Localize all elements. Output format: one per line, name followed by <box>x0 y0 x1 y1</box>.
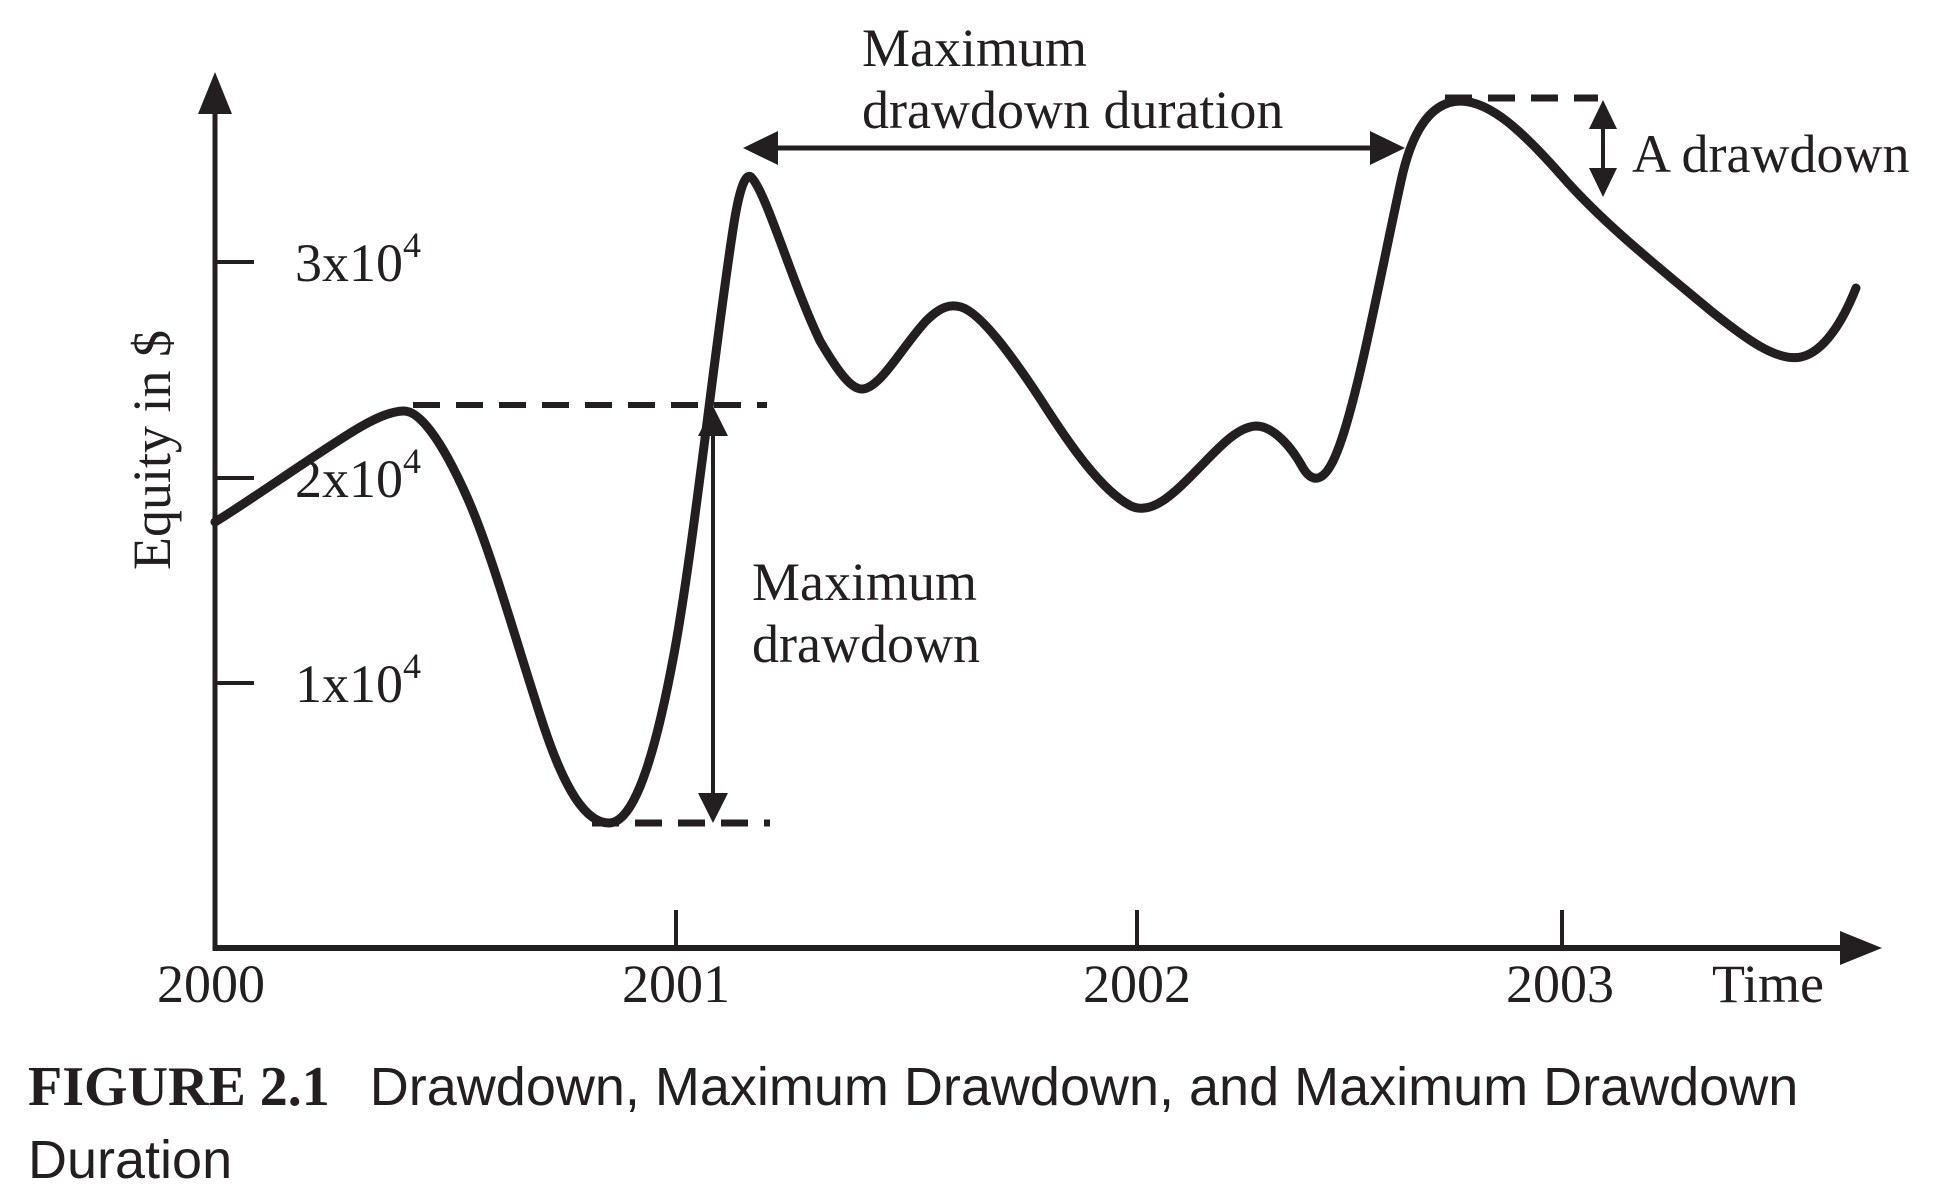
max-drawdown-arrowhead-bottom-icon <box>698 793 728 823</box>
x-tick-label-2000: 2000 <box>157 954 265 1014</box>
equity-curve <box>210 96 1861 828</box>
duration-arrowhead-right-icon <box>1370 131 1405 165</box>
y-tick-label-3e4-base: 3x10 <box>295 233 403 293</box>
max-drawdown-duration-label-line2: drawdown duration <box>862 80 1283 140</box>
y-tick-label-3e4-exp: 4 <box>403 225 421 265</box>
max-drawdown-duration-arrow <box>743 131 1405 165</box>
figure-caption-line1: FIGURE 2.1 Drawdown, Maximum Drawdown, an… <box>28 1056 1798 1118</box>
a-drawdown-arrowhead-top-icon <box>1589 100 1617 129</box>
y-axis-arrowhead-icon <box>198 72 232 114</box>
max-drawdown-duration-label-line1: Maximum <box>862 18 1087 78</box>
y-tick-label-2e4-exp: 4 <box>403 441 421 481</box>
y-tick-label-3e4: 3x104 <box>295 225 421 293</box>
y-tick-label-1e4: 1x104 <box>295 646 421 714</box>
duration-arrowhead-left-icon <box>743 131 778 165</box>
a-drawdown-arrowhead-bottom-icon <box>1589 168 1617 197</box>
max-drawdown-label-line2: drawdown <box>752 614 980 674</box>
x-axis-arrowhead-icon <box>1840 931 1882 965</box>
x-tick-label-2003: 2003 <box>1506 954 1614 1014</box>
x-tick-label-2001: 2001 <box>622 954 730 1014</box>
figure-caption-line2: Duration <box>28 1130 232 1190</box>
figure-caption-title: Drawdown, Maximum Drawdown, and Maximum … <box>370 1057 1798 1117</box>
max-drawdown-arrow <box>698 406 728 823</box>
figure-caption-number: FIGURE 2.1 <box>28 1056 330 1118</box>
x-axis-title: Time <box>1712 954 1824 1014</box>
y-tick-label-2e4: 2x104 <box>295 441 421 509</box>
y-tick-label-1e4-base: 1x10 <box>295 654 403 714</box>
max-drawdown-arrowhead-top-icon <box>698 406 728 436</box>
a-drawdown-label: A drawdown <box>1632 124 1909 184</box>
x-axis <box>213 910 1882 965</box>
y-tick-label-1e4-exp: 4 <box>403 646 421 686</box>
a-drawdown-arrow <box>1589 100 1617 197</box>
x-tick-label-2002: 2002 <box>1083 954 1191 1014</box>
max-drawdown-label-line1: Maximum <box>752 552 977 612</box>
y-axis-title: Equity in $ <box>122 330 182 570</box>
